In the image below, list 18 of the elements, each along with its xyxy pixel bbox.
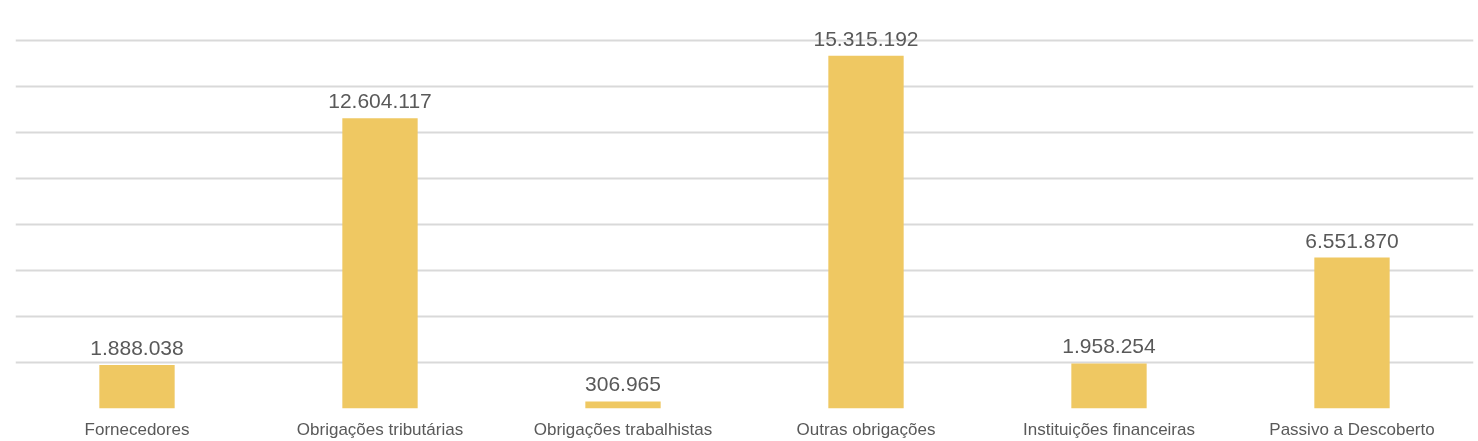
x-tick-label: Fornecedores [84,419,190,439]
data-label: 1.888.038 [90,336,184,360]
bar [1314,257,1390,409]
x-tick-label: Instituições financeiras [1023,419,1195,439]
bar [342,118,418,409]
bar [585,401,661,409]
data-label: 1.958.254 [1062,334,1157,358]
data-label: 15.315.192 [813,26,919,50]
x-tick-label: Obrigações tributárias [296,419,464,439]
bar [1071,363,1147,409]
data-label: 306.965 [585,372,661,396]
data-label: 12.604.117 [328,89,432,113]
x-tick-label: Passivo a Descoberto [1269,419,1435,439]
bar [828,55,904,409]
bar [99,365,175,409]
x-tick-label: Outras obrigações [796,419,936,439]
x-tick-label: Obrigações trabalhistas [533,419,713,439]
data-label: 6.551.870 [1305,228,1399,252]
